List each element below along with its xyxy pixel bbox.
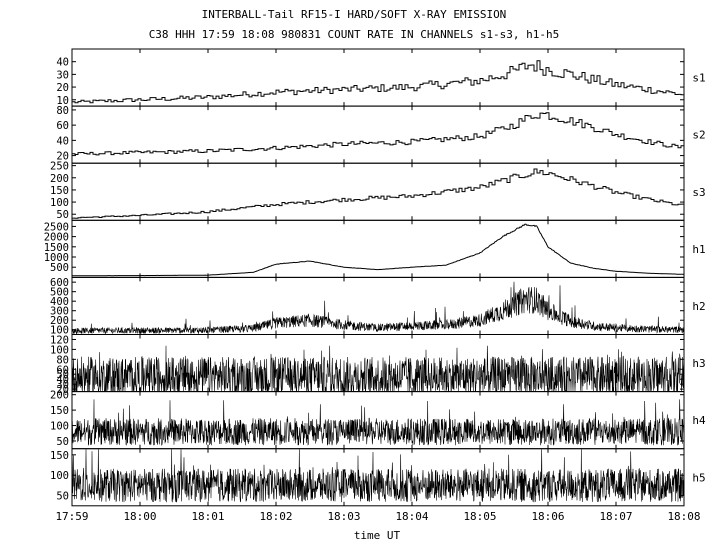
series-line-h1 [72, 223, 684, 277]
y-tick-label: 500 [50, 262, 69, 274]
y-tick-label: 100 [50, 470, 69, 482]
series-line-s1 [72, 60, 684, 104]
panel-frame [71, 448, 685, 507]
y-tick-label: 100 [50, 344, 69, 356]
y-tick-label: 200 [50, 173, 69, 185]
x-tick-label: 18:03 [327, 510, 360, 523]
y-tick-label: 20 [56, 384, 69, 396]
series-label-h3: h3 [692, 357, 705, 370]
x-tick-label: 18:02 [259, 510, 292, 523]
y-tick-label: 40 [56, 374, 69, 386]
y-tick-label: 150 [50, 405, 69, 417]
x-tick-label: 18:07 [599, 510, 632, 523]
panel-h5: 50 100 150 h5 [50, 448, 706, 507]
y-tick-label: 30 [56, 69, 69, 81]
y-tick-label: 20 [56, 151, 69, 163]
y-tick-label: 40 [56, 57, 69, 69]
y-tick-label: 10 [56, 95, 69, 107]
panel-frame [71, 391, 685, 450]
y-tick-label: 1000 [44, 252, 69, 264]
y-tick-label: 20 [56, 82, 69, 94]
y-tick-label: 100 [50, 325, 69, 337]
series-line-h5 [71, 449, 685, 503]
y-tick-label: 150 [50, 185, 69, 197]
x-tick-label: 18:06 [531, 510, 564, 523]
series-label-h4: h4 [692, 414, 706, 427]
series-line-h4 [71, 399, 685, 446]
series-line-h2 [71, 281, 685, 335]
x-tick-label: 18:04 [395, 510, 428, 523]
x-axis-label: time UT [354, 529, 401, 542]
chart-title: INTERBALL-Tail RF15-I HARD/SOFT X-RAY EM… [202, 8, 507, 21]
chart-subtitle: C38 HHH 17:59 18:08 980831 COUNT RATE IN… [149, 28, 560, 41]
y-tick-label: 1500 [44, 242, 69, 254]
series-line-h3 [71, 345, 685, 393]
y-tick-label: 2500 [44, 221, 69, 233]
panel-h4: 50 100 150 200 h4 [50, 390, 706, 450]
panel-frame [71, 105, 685, 164]
series-label-h1: h1 [692, 243, 705, 256]
y-tick-label: 60 [56, 120, 69, 132]
series-label-h5: h5 [692, 471, 705, 484]
y-tick-label: 400 [50, 296, 69, 308]
panel-frame [71, 162, 685, 221]
y-tick-label: 50 [56, 436, 69, 448]
panel-frame [71, 219, 685, 278]
y-tick-label: 120 [50, 334, 69, 346]
y-tick-label: 100 [50, 197, 69, 209]
y-tick-label: 100 [50, 421, 69, 433]
x-tick-label: 17:59 [55, 510, 88, 523]
y-tick-label: 300 [50, 306, 69, 318]
y-tick-label: 50 [56, 491, 69, 503]
series-label-h2: h2 [692, 300, 705, 313]
y-tick-label: 200 [50, 390, 69, 402]
series-label-s1: s1 [692, 72, 705, 85]
y-tick-label: 80 [56, 354, 69, 366]
y-tick-label: 500 [50, 287, 69, 299]
y-tick-label: 80 [56, 105, 69, 117]
y-tick-label: 2000 [44, 232, 69, 244]
series-line-s2 [72, 112, 684, 156]
y-tick-label: 30 [56, 379, 69, 391]
y-tick-label: 40 [56, 135, 69, 147]
x-tick-label: 18:00 [123, 510, 156, 523]
x-tick-label: 18:01 [191, 510, 224, 523]
y-tick-label: 150 [50, 450, 69, 462]
y-tick-label: 50 [56, 369, 69, 381]
x-tick-label: 18:08 [667, 510, 700, 523]
series-label-s2: s2 [692, 129, 705, 142]
y-tick-label: 200 [50, 315, 69, 327]
y-tick-label: 60 [56, 364, 69, 376]
series-line-s3 [72, 168, 684, 219]
y-tick-label: 250 [50, 161, 69, 173]
panel-s2: 20 40 60 80 s2 [56, 105, 706, 164]
x-tick-label: 18:05 [463, 510, 496, 523]
series-label-s3: s3 [692, 186, 705, 199]
y-tick-label: 600 [50, 277, 69, 289]
y-tick-label: 50 [56, 209, 69, 221]
